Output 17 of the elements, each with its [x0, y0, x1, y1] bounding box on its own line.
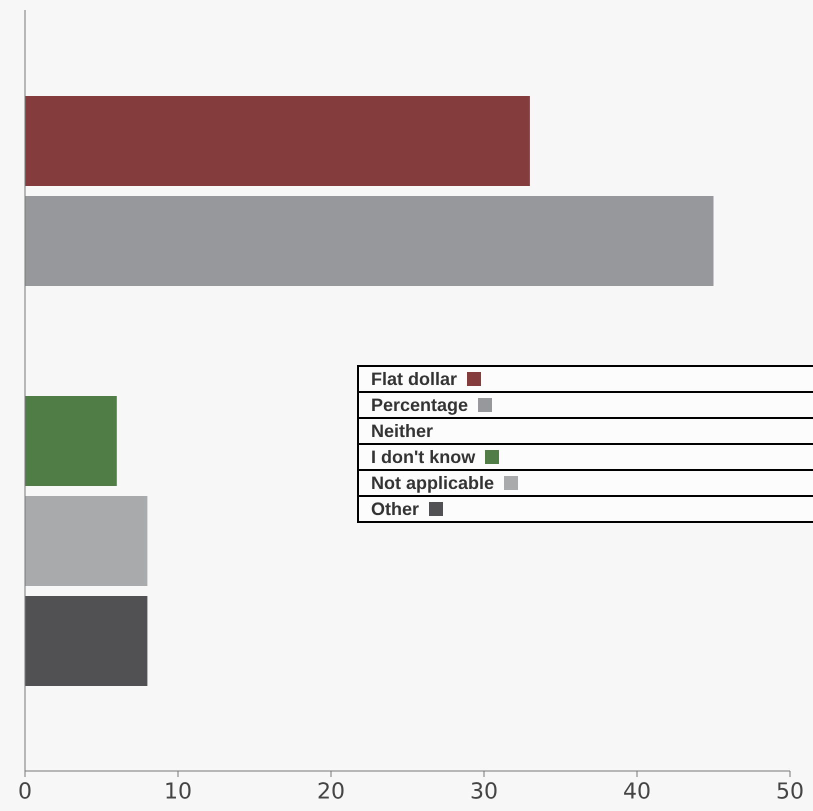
legend-label: I don't know: [371, 446, 476, 468]
legend-label: Percentage: [371, 394, 468, 416]
legend-label: Other: [371, 498, 420, 520]
text: Neither: [371, 420, 434, 442]
x-tick-label: 40: [623, 780, 651, 805]
x-tick-label: 20: [317, 780, 345, 805]
x-tick-label: 0: [18, 780, 32, 805]
bar: [25, 496, 148, 586]
legend-label: Flat dollar: [371, 368, 458, 390]
bar: [25, 396, 117, 486]
x-tick-label: 30: [470, 780, 498, 805]
bar: [25, 196, 714, 286]
bar: [25, 96, 530, 186]
bar: [25, 596, 148, 686]
x-tick-label: 10: [164, 780, 192, 805]
legend-label: Not applicable: [371, 472, 494, 494]
x-tick-label: 50: [776, 780, 804, 805]
